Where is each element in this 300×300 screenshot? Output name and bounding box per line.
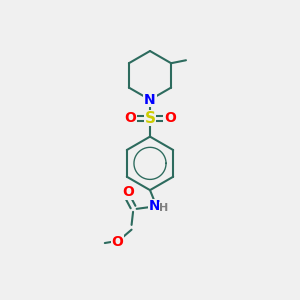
Text: O: O xyxy=(122,185,134,199)
Text: O: O xyxy=(164,111,176,125)
Text: N: N xyxy=(144,93,156,107)
Text: H: H xyxy=(159,203,169,213)
Text: O: O xyxy=(112,235,124,248)
Text: O: O xyxy=(124,111,136,125)
Text: N: N xyxy=(148,200,160,214)
Text: S: S xyxy=(145,111,155,126)
